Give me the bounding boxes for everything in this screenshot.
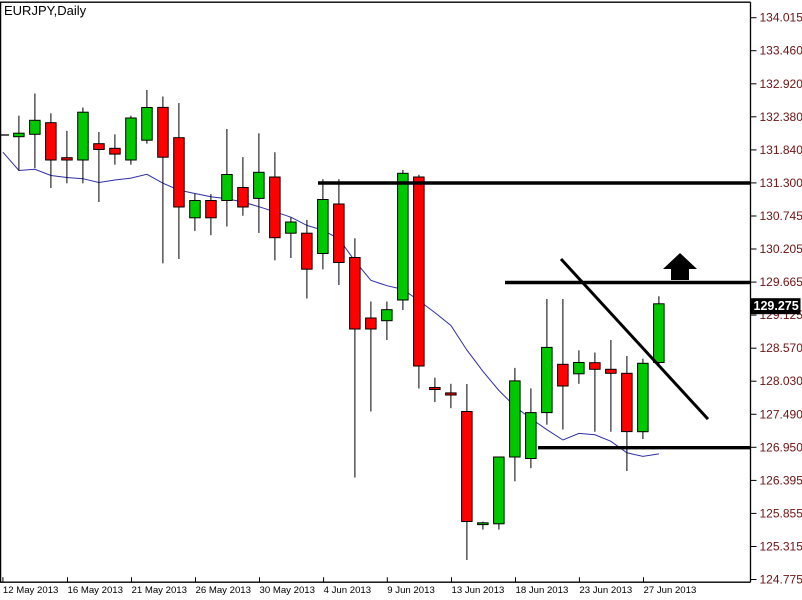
svg-text:126.950: 126.950: [760, 440, 802, 454]
svg-text:127.490: 127.490: [760, 407, 802, 421]
svg-text:129.665: 129.665: [760, 275, 802, 289]
svg-text:26 May 2013: 26 May 2013: [196, 585, 251, 596]
svg-text:125.855: 125.855: [760, 506, 802, 520]
svg-text:13 Jun 2013: 13 Jun 2013: [452, 585, 505, 596]
svg-text:21 May 2013: 21 May 2013: [132, 585, 187, 596]
svg-text:9 Jun 2013: 9 Jun 2013: [387, 585, 434, 596]
svg-text:134.015: 134.015: [760, 11, 802, 25]
svg-text:132.920: 132.920: [760, 77, 802, 91]
svg-text:129.275: 129.275: [754, 299, 799, 313]
svg-text:126.395: 126.395: [760, 473, 802, 487]
svg-text:132.380: 132.380: [760, 110, 802, 124]
svg-text:130.205: 130.205: [760, 242, 802, 256]
svg-text:12 May 2013: 12 May 2013: [3, 585, 58, 596]
svg-text:27 Jun 2013: 27 Jun 2013: [644, 585, 697, 596]
svg-text:131.300: 131.300: [760, 176, 802, 190]
svg-text:4 Jun 2013: 4 Jun 2013: [324, 585, 371, 596]
svg-text:128.570: 128.570: [760, 341, 802, 355]
svg-text:23 Jun 2013: 23 Jun 2013: [579, 585, 632, 596]
svg-text:133.460: 133.460: [760, 44, 802, 58]
svg-text:30 May 2013: 30 May 2013: [260, 585, 315, 596]
svg-text:130.745: 130.745: [760, 209, 802, 223]
svg-text:124.775: 124.775: [760, 573, 802, 587]
svg-text:18 Jun 2013: 18 Jun 2013: [516, 585, 569, 596]
svg-text:16 May 2013: 16 May 2013: [68, 585, 123, 596]
svg-text:128.030: 128.030: [760, 374, 802, 388]
svg-text:125.315: 125.315: [760, 540, 802, 554]
svg-text:131.840: 131.840: [760, 143, 802, 157]
